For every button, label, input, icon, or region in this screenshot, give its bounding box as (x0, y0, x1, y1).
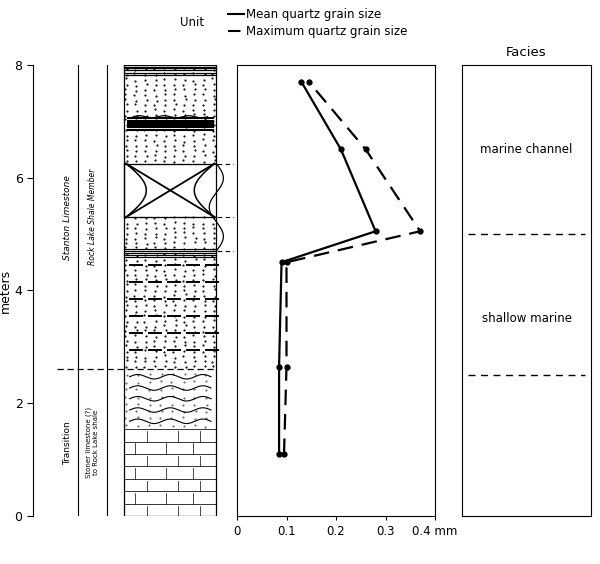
Text: Facies: Facies (506, 46, 547, 59)
Text: Transition: Transition (63, 421, 72, 465)
Text: Mean quartz grain size: Mean quartz grain size (246, 7, 381, 21)
Y-axis label: meters: meters (0, 268, 12, 312)
Text: D: D (239, 182, 249, 196)
Text: E: E (239, 103, 247, 117)
Text: C: C (239, 219, 248, 232)
Text: Maximum quartz grain size: Maximum quartz grain size (246, 24, 407, 38)
Text: A: A (239, 425, 248, 438)
Text: Stanton Limestone: Stanton Limestone (63, 175, 72, 259)
Text: shallow marine: shallow marine (482, 312, 571, 325)
Text: Rock Lake Shale Member: Rock Lake Shale Member (88, 169, 97, 265)
Text: Unit: Unit (180, 16, 204, 29)
Text: marine channel: marine channel (481, 143, 572, 156)
Text: Stoner limestone (?)
to Rock Lake shale: Stoner limestone (?) to Rock Lake shale (86, 407, 99, 478)
Text: B: B (239, 306, 248, 320)
